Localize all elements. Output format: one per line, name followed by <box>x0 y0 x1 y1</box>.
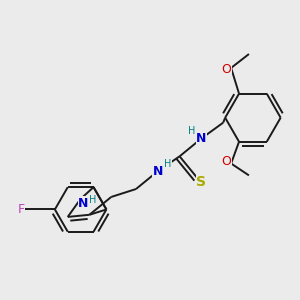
Text: O: O <box>221 63 231 76</box>
Text: N: N <box>196 132 207 145</box>
Text: S: S <box>196 175 206 189</box>
Text: F: F <box>18 203 25 216</box>
Text: H: H <box>188 126 195 136</box>
Text: N: N <box>78 196 88 210</box>
Text: O: O <box>221 155 231 168</box>
Text: H: H <box>88 195 96 205</box>
Text: H: H <box>164 159 171 169</box>
Text: N: N <box>153 165 163 178</box>
